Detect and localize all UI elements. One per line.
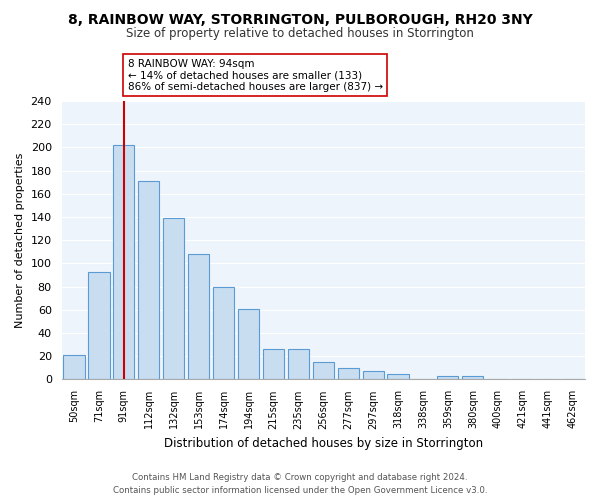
Bar — [238, 308, 259, 380]
Text: 8 RAINBOW WAY: 94sqm
← 14% of detached houses are smaller (133)
86% of semi-deta: 8 RAINBOW WAY: 94sqm ← 14% of detached h… — [128, 58, 383, 92]
Bar — [437, 376, 458, 380]
Bar — [138, 181, 160, 380]
Text: Size of property relative to detached houses in Storrington: Size of property relative to detached ho… — [126, 28, 474, 40]
Bar — [338, 368, 359, 380]
Text: 8, RAINBOW WAY, STORRINGTON, PULBOROUGH, RH20 3NY: 8, RAINBOW WAY, STORRINGTON, PULBOROUGH,… — [68, 12, 532, 26]
Bar — [188, 254, 209, 380]
Bar — [213, 286, 234, 380]
X-axis label: Distribution of detached houses by size in Storrington: Distribution of detached houses by size … — [164, 437, 483, 450]
Bar — [313, 362, 334, 380]
Bar — [163, 218, 184, 380]
Text: Contains HM Land Registry data © Crown copyright and database right 2024.
Contai: Contains HM Land Registry data © Crown c… — [113, 473, 487, 495]
Bar — [388, 374, 409, 380]
Bar — [288, 350, 309, 380]
Bar — [462, 376, 484, 380]
Bar — [263, 350, 284, 380]
Bar — [113, 145, 134, 380]
Y-axis label: Number of detached properties: Number of detached properties — [15, 152, 25, 328]
Bar — [88, 272, 110, 380]
Bar — [362, 372, 384, 380]
Bar — [64, 355, 85, 380]
